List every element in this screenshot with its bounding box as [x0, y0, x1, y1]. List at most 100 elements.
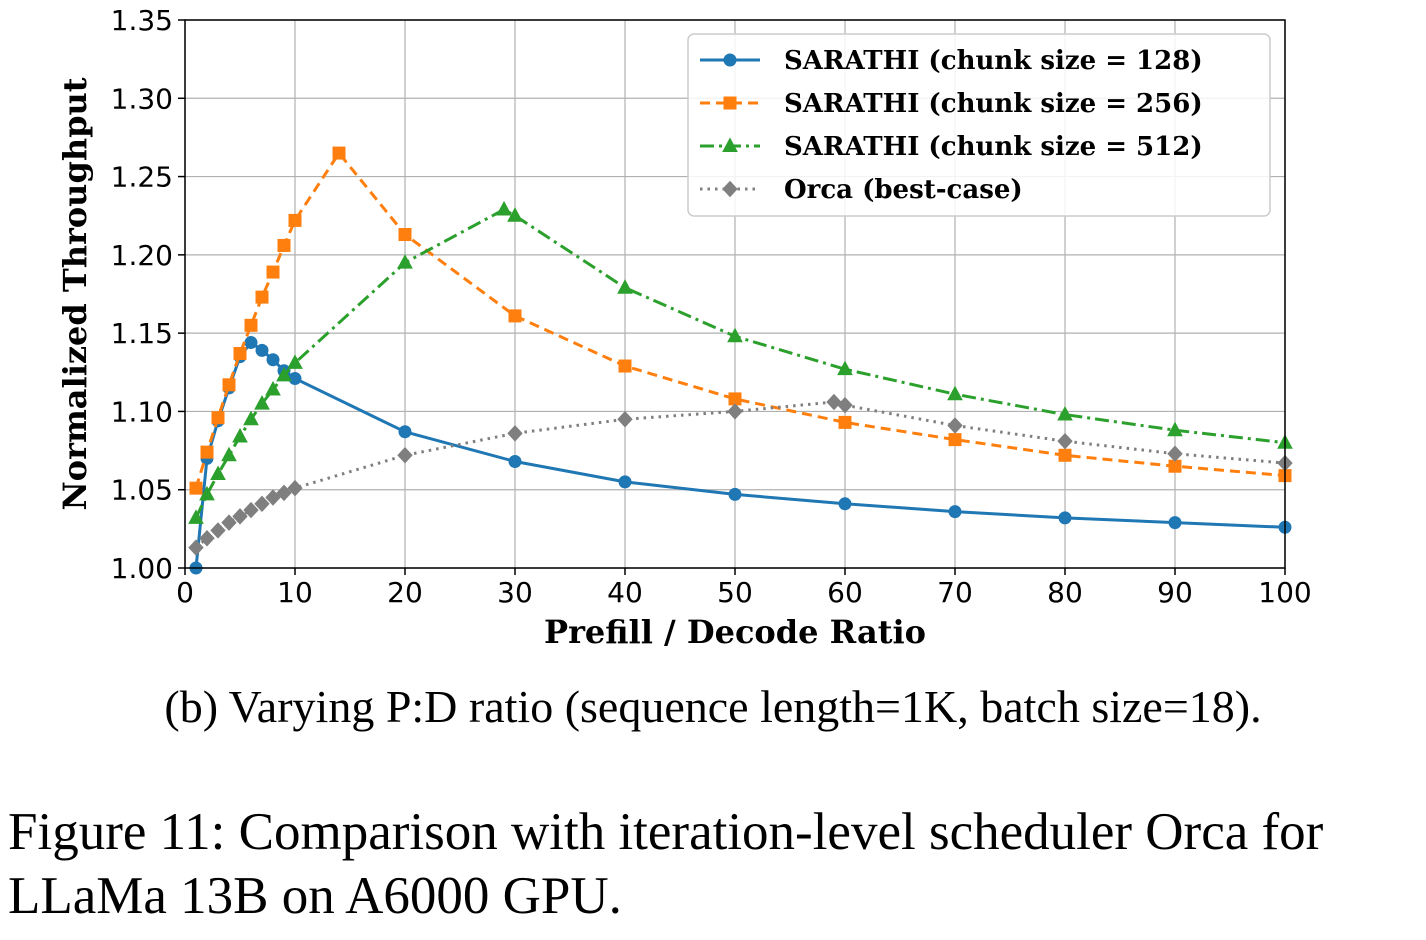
legend-label: SARATHI (chunk size = 512)	[784, 132, 1203, 162]
x-tick-label: 0	[176, 576, 194, 609]
data-point	[837, 360, 853, 376]
data-point	[277, 238, 291, 252]
series-line	[194, 341, 1286, 569]
figure-caption: Figure 11: Comparison with iteration-lev…	[8, 803, 1324, 925]
data-point	[276, 366, 292, 382]
legend-marker	[722, 180, 738, 198]
data-point	[838, 415, 852, 429]
data-point	[398, 425, 412, 439]
data-point	[232, 508, 248, 525]
data-point	[1168, 459, 1182, 473]
data-point	[617, 279, 633, 294]
data-point	[276, 484, 292, 502]
legend-marker	[722, 137, 738, 152]
data-point	[233, 346, 247, 360]
data-point	[728, 392, 742, 406]
data-point	[618, 475, 632, 489]
data-point	[265, 489, 281, 506]
x-tick-label: 100	[1258, 576, 1311, 609]
legend-label: Orca (best-case)	[784, 175, 1023, 205]
y-tick-label: 1.30	[111, 82, 173, 115]
x-tick-label: 50	[717, 576, 753, 609]
series-3	[188, 200, 1293, 524]
data-point	[188, 539, 204, 556]
data-point	[507, 207, 523, 222]
data-point	[221, 514, 237, 531]
series-1	[189, 336, 1292, 575]
x-tick-label: 60	[827, 576, 863, 609]
data-point	[199, 530, 215, 547]
legend-label: SARATHI (chunk size = 256)	[784, 89, 1203, 119]
x-tick-label: 90	[1157, 576, 1193, 609]
data-point	[508, 309, 522, 323]
data-point	[244, 336, 258, 350]
y-axis-title: Normalized Throughput	[56, 77, 94, 510]
data-point	[617, 411, 633, 428]
data-point	[1057, 406, 1073, 421]
data-point	[210, 465, 226, 481]
data-point	[727, 403, 743, 420]
data-point	[837, 396, 853, 414]
data-point	[200, 445, 214, 459]
x-tick-label: 30	[497, 576, 533, 609]
data-point	[254, 395, 270, 410]
data-point	[507, 425, 523, 442]
data-point	[222, 378, 236, 392]
data-point	[618, 359, 632, 373]
legend-marker	[723, 53, 737, 67]
x-tick-label: 10	[277, 576, 313, 609]
data-point	[243, 501, 259, 519]
axis-ticks: 0 10 20 30 40 50 60 70 80 90 100 1.00 1.05 1.10 1.15 1.…	[111, 4, 1312, 609]
y-tick-label: 1.00	[111, 552, 173, 585]
data-point	[287, 479, 303, 497]
x-tick-label: 40	[607, 576, 643, 609]
data-point	[266, 353, 280, 367]
data-point	[266, 265, 280, 279]
legend-item: SARATHI (chunk size = 128)	[700, 46, 1203, 76]
legend-marker	[723, 96, 737, 110]
legend-box	[687, 33, 1271, 217]
data-point	[265, 380, 281, 396]
data-point	[508, 455, 522, 469]
legend-item: Orca (best-case)	[700, 175, 1023, 205]
data-point	[287, 354, 303, 369]
data-point	[255, 343, 269, 357]
chart: 0 10 20 30 40 50 60 70 80 90 100 1.00 1.05 1.10 1.15 1.…	[56, 4, 1312, 651]
legend-item: SARATHI (chunk size = 256)	[700, 89, 1203, 119]
y-tick-label: 1.10	[111, 395, 173, 428]
y-tick-label: 1.35	[111, 4, 173, 37]
legend-label: SARATHI (chunk size = 128)	[784, 46, 1203, 76]
data-point	[188, 509, 204, 524]
data-point	[210, 522, 226, 539]
data-point	[727, 327, 743, 343]
data-point	[728, 487, 742, 501]
data-point	[1057, 432, 1073, 450]
data-point	[947, 385, 963, 401]
y-tick-label: 1.25	[111, 161, 173, 194]
series-4	[188, 393, 1293, 556]
data-point	[244, 318, 258, 332]
x-tick-label: 70	[937, 576, 973, 609]
data-point	[288, 372, 302, 386]
data-point	[254, 495, 270, 513]
subcaption: (b) Varying P:D ratio (sequence length=1…	[164, 681, 1262, 732]
data-point	[947, 417, 963, 434]
data-point	[1167, 421, 1183, 437]
data-point	[397, 447, 413, 464]
data-point	[288, 213, 302, 227]
data-point	[221, 446, 237, 462]
y-tick-label: 1.15	[111, 317, 173, 350]
data-point	[948, 505, 962, 519]
x-tick-label: 80	[1047, 576, 1083, 609]
data-point	[826, 393, 842, 411]
data-point	[211, 411, 225, 425]
y-tick-label: 1.05	[111, 474, 173, 507]
data-point	[1058, 448, 1072, 462]
legend: SARATHI (chunk size = 128) SARATHI (chunk…	[687, 33, 1271, 217]
data-point	[1168, 516, 1182, 530]
data-point	[332, 146, 346, 160]
data-point	[948, 433, 962, 447]
data-point	[1167, 445, 1183, 462]
series-line	[194, 208, 1286, 519]
legend-item: SARATHI (chunk size = 512)	[700, 132, 1203, 162]
